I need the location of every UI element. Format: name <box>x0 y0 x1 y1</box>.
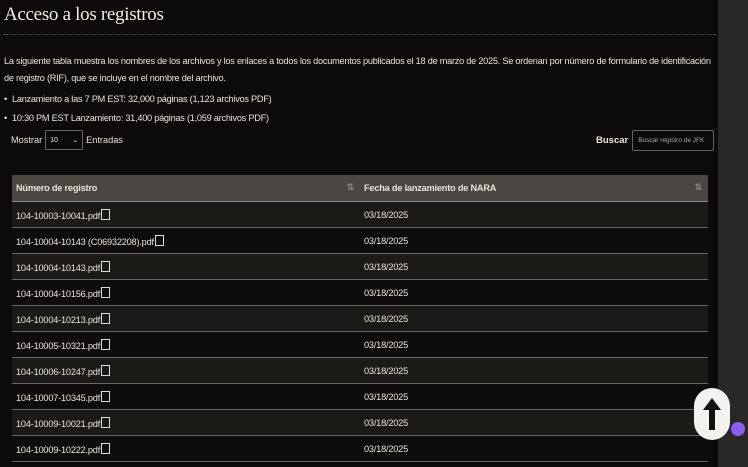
entries-select[interactable]: 10 ⌄ <box>45 130 84 150</box>
page-title: Acceso a los registros <box>4 4 164 25</box>
release-list: Lanzamiento a las 7 PM EST: 32,000 págin… <box>4 91 272 129</box>
table-row: 104-10009-10021.pdf 03/18/2025 <box>12 409 708 436</box>
release-date-cell: 03/18/2025 <box>360 383 708 410</box>
table-row: 104-10005-10321.pdf 03/18/2025 <box>12 331 708 358</box>
show-label: Mostrar <box>11 135 43 145</box>
column-header-release-date[interactable]: Fecha de lanzamiento de NARA ⇅ <box>360 175 708 202</box>
release-date-cell: 03/18/2025 <box>360 357 708 384</box>
record-cell: 104-10004-10213.pdf <box>12 305 360 332</box>
record-cell: 104-10005-10321.pdf <box>12 331 360 358</box>
record-link[interactable]: 104-10004-10156.pdf <box>16 288 101 299</box>
entries-value: 10 <box>50 136 58 144</box>
release-date-cell: 03/18/2025 <box>360 253 708 280</box>
table-row: 104-10004-10143.pdf 03/18/2025 <box>12 253 708 280</box>
table-row: 104-10007-10345.pdf 03/18/2025 <box>12 383 708 410</box>
pdf-file-icon[interactable] <box>101 338 111 350</box>
records-table: Número de registro ⇅ Fecha de lanzamiento… <box>12 175 708 462</box>
pdf-file-icon[interactable] <box>101 390 111 402</box>
divider <box>4 34 716 35</box>
record-link[interactable]: 104-10006-10247.pdf <box>16 366 101 377</box>
record-cell: 104-10006-10247.pdf <box>12 357 360 384</box>
record-link[interactable]: 104-10004-10143.pdf <box>16 262 101 273</box>
record-cell: 104-10009-10222.pdf <box>12 435 360 462</box>
release-date-cell: 03/18/2025 <box>360 279 708 306</box>
page-side-strip <box>718 0 748 467</box>
entries-label: Entradas <box>86 135 123 145</box>
release-item: 10:30 PM EST Lanzamiento: 31,400 páginas… <box>4 110 271 129</box>
arrow-up-icon <box>703 398 721 430</box>
brain-icon[interactable] <box>731 422 745 436</box>
pdf-file-icon[interactable] <box>101 364 111 376</box>
table-row: 104-10004-10156.pdf 03/18/2025 <box>12 279 708 306</box>
table-row: 104-10003-10041.pdf 03/18/2025 <box>12 201 708 228</box>
search-label: Buscar <box>596 135 629 146</box>
record-cell: 104-10004-10156.pdf <box>12 279 360 306</box>
record-cell: 104-10009-10021.pdf <box>12 409 360 436</box>
table-row: 104-10009-10222.pdf 03/18/2025 <box>12 435 708 462</box>
release-date-cell: 03/18/2025 <box>360 305 708 332</box>
table-row: 104-10006-10247.pdf 03/18/2025 <box>12 357 708 384</box>
pdf-file-icon[interactable] <box>101 312 111 324</box>
search-input[interactable]: Buscar registro de JFK <box>632 130 715 151</box>
pdf-file-icon[interactable] <box>154 234 164 246</box>
entries-length-control: Mostrar 10 ⌄ Entradas <box>11 130 123 150</box>
column-header-record-number[interactable]: Número de registro ⇅ <box>12 175 360 202</box>
release-item: Lanzamiento a las 7 PM EST: 32,000 págin… <box>4 91 272 110</box>
record-cell: 104-10004-10143 (C06932208).pdf <box>12 227 360 254</box>
header-label: Número de registro <box>16 183 98 193</box>
release-date-cell: 03/18/2025 <box>360 201 708 228</box>
record-cell: 104-10007-10345.pdf <box>12 383 360 410</box>
record-cell: 104-10003-10041.pdf <box>12 201 360 228</box>
release-date-cell: 03/18/2025 <box>360 227 708 254</box>
pdf-file-icon[interactable] <box>101 260 111 272</box>
sort-arrows-icon[interactable]: ⇅ <box>694 182 703 192</box>
record-link[interactable]: 104-10005-10321.pdf <box>16 340 101 351</box>
search-control: Buscar Buscar registro de JFK <box>596 130 715 151</box>
table-row: 104-10004-10143 (C06932208).pdf 03/18/202… <box>12 227 708 254</box>
scroll-to-top-button[interactable] <box>694 388 730 440</box>
table-row: 104-10004-10213.pdf 03/18/2025 <box>12 305 708 332</box>
release-date-cell: 03/18/2025 <box>360 409 708 436</box>
release-date-cell: 03/18/2025 <box>360 331 708 358</box>
pdf-file-icon[interactable] <box>101 286 111 298</box>
record-cell: 104-10004-10143.pdf <box>12 253 360 280</box>
record-link[interactable]: 104-10003-10041.pdf <box>16 210 101 221</box>
record-link[interactable]: 104-10009-10222.pdf <box>16 444 101 455</box>
record-link[interactable]: 104-10004-10213.pdf <box>16 314 101 325</box>
record-link[interactable]: 104-10007-10345.pdf <box>16 392 101 403</box>
release-date-cell: 03/18/2025 <box>360 435 708 462</box>
record-link[interactable]: 104-10009-10021.pdf <box>16 418 101 429</box>
chevron-down-icon: ⌄ <box>72 137 79 144</box>
pdf-file-icon[interactable] <box>101 208 111 220</box>
sort-arrows-icon[interactable]: ⇅ <box>346 182 355 192</box>
pdf-file-icon[interactable] <box>101 416 111 428</box>
header-label: Fecha de lanzamiento de NARA <box>364 183 497 193</box>
intro-text: La siguiente tabla muestra los nombres d… <box>4 56 711 83</box>
record-link[interactable]: 104-10004-10143 (C06932208).pdf <box>16 236 154 247</box>
pdf-file-icon[interactable] <box>101 442 111 454</box>
